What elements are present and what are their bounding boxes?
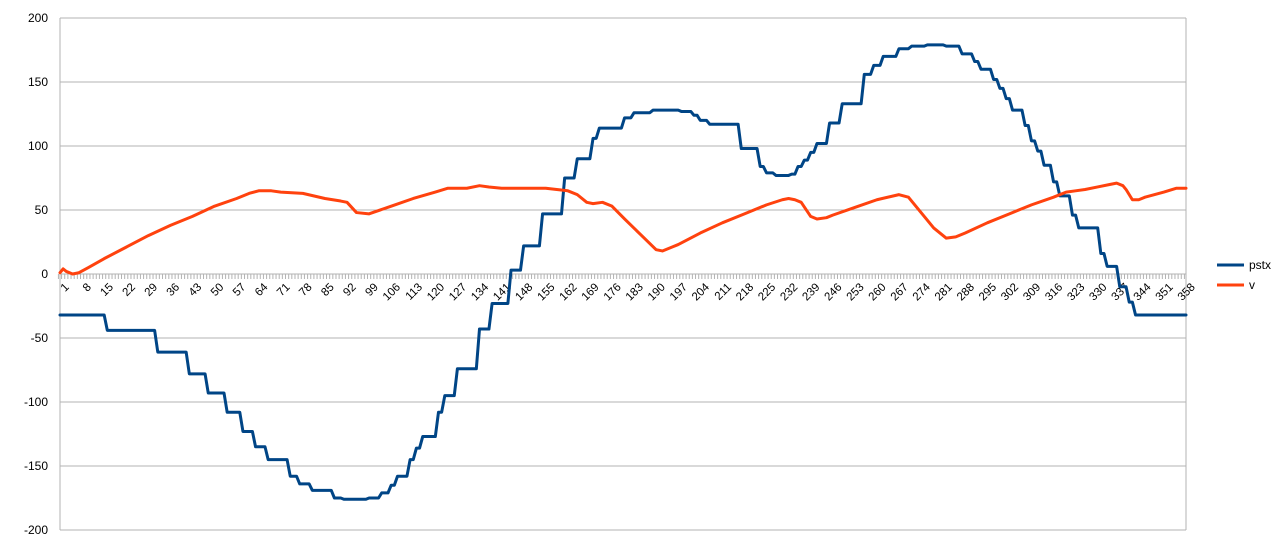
series-line-pstx [58,43,1188,501]
y-tick-label: -200 [24,523,48,537]
x-tick-label: 64 [253,281,271,299]
y-tick-label: 50 [35,203,49,217]
x-tick-label: 260 [867,281,889,303]
x-tick-label: 330 [1087,281,1109,303]
x-axis-tick-labels: 1 8 15 22 29 36 43 50 57 64 71 78 85 92 99 106 113 120 127… [59,281,1198,303]
x-tick-label: 190 [646,281,668,303]
x-tick-label: 225 [756,281,778,303]
x-tick-label: 134 [469,281,491,303]
x-tick-label: 71 [275,281,293,299]
series-lines [58,43,1188,501]
x-tick-label: 183 [624,281,646,303]
x-tick-label: 113 [404,281,425,302]
x-tick-label: 99 [363,281,381,299]
x-tick-label: 29 [143,281,161,299]
x-tick-label: 218 [734,281,756,303]
x-tick-label: 8 [81,281,94,294]
x-tick-label: 253 [845,281,867,303]
x-tick-label: 85 [319,281,337,299]
x-tick-label: 239 [800,281,822,303]
x-tick-label: 78 [297,281,315,299]
y-tick-label: 200 [28,11,48,25]
x-tick-label: 169 [580,281,602,303]
x-tick-label: 246 [823,281,845,303]
x-tick-label: 176 [602,281,624,303]
y-tick-label: 0 [41,267,48,281]
x-tick-label: 267 [889,281,911,303]
x-tick-label: 344 [1132,281,1154,303]
x-tick-label: 50 [209,281,227,299]
x-tick-label: 15 [98,281,116,299]
y-axis-tick-labels: -200 -150 -100 -50 0 50 100 150 200 [24,11,48,537]
x-axis [57,273,1186,279]
x-tick-label: 204 [690,281,712,303]
x-tick-label: 211 [713,281,734,302]
x-tick-label: 43 [187,281,205,299]
x-tick-label: 36 [165,281,183,299]
y-tick-label: -100 [24,395,48,409]
x-tick-label: 162 [558,281,580,303]
x-tick-label: 309 [1021,281,1043,303]
x-tick-label: 274 [911,281,933,303]
x-tick-label: 281 [933,281,955,303]
x-tick-label: 1 [59,281,72,294]
x-tick-label: 316 [1043,281,1065,303]
x-tick-label: 106 [381,281,403,303]
x-tick-label: 288 [955,281,977,303]
y-tick-label: -150 [24,459,48,473]
legend-label-pstx: pstx [1249,258,1271,272]
x-tick-label: 358 [1176,281,1198,303]
x-tick-label: 120 [425,281,447,303]
x-tick-label: 155 [535,281,557,303]
x-tick-label: 127 [447,281,469,303]
x-tick-label: 197 [668,281,690,303]
y-tick-label: -50 [31,331,49,345]
x-tick-label: 57 [231,281,249,299]
x-tick-label: 148 [513,281,535,303]
legend-label-v: v [1249,278,1255,292]
series-line-v [58,181,1188,276]
y-tick-label: 150 [28,75,48,89]
legend: pstx v [1217,258,1271,292]
x-tick-label: 302 [999,281,1021,303]
x-tick-label: 92 [341,281,359,299]
x-tick-label: 323 [1065,281,1087,303]
x-tick-label: 22 [121,281,139,299]
x-axis-tick-marks [57,274,1185,279]
x-tick-label: 232 [778,281,800,303]
x-tick-label: 295 [977,281,999,303]
x-tick-label: 351 [1154,281,1176,303]
y-tick-label: 100 [28,139,48,153]
